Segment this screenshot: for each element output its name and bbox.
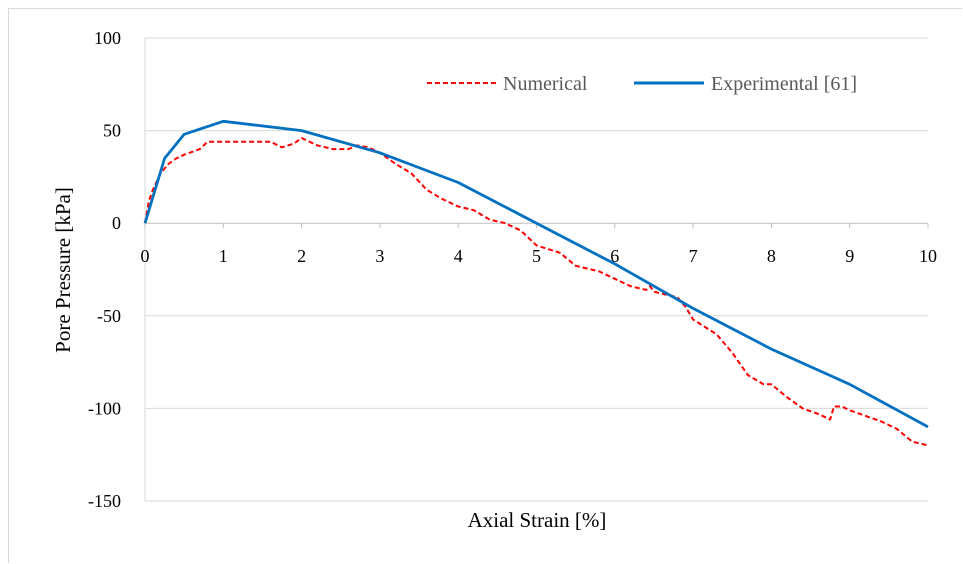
- x-axis-title: Axial Strain [%]: [468, 508, 607, 532]
- series-line-experimental: [143, 119, 929, 429]
- x-tick-label: 4: [454, 246, 463, 266]
- legend: Numerical Experimental [61]: [427, 73, 857, 95]
- series-lines: [143, 119, 929, 447]
- y-tick-label: 100: [94, 28, 121, 48]
- legend-label-experimental: Experimental [61]: [711, 73, 857, 95]
- x-tick-label: 7: [689, 246, 698, 266]
- legend-label-numerical: Numerical: [503, 73, 588, 95]
- x-tick-label: 8: [767, 246, 776, 266]
- x-tick-label: 10: [919, 246, 937, 266]
- series-line-numerical: [144, 137, 929, 447]
- x-tick-label: 1: [219, 246, 228, 266]
- y-tick-label: 50: [103, 121, 121, 141]
- axes: [144, 38, 929, 501]
- gridlines: [145, 37, 928, 502]
- x-tick-label: 2: [297, 246, 306, 266]
- x-tick-label: 3: [375, 246, 384, 266]
- y-tick-label: -50: [97, 306, 121, 326]
- x-tick-label: 5: [532, 246, 541, 266]
- y-tick-label: 0: [112, 213, 121, 233]
- x-tick-label: 6: [610, 246, 619, 266]
- x-tick-label: 0: [141, 246, 150, 266]
- tick-labels: -150 -100 -50 0 50 100 0 1 2 3 4 5 6 7 8 9 10: [88, 28, 937, 511]
- y-tick-label: -150: [88, 491, 121, 511]
- y-tick-label: -100: [88, 398, 121, 418]
- chart-frame: [8, 8, 962, 563]
- x-tick-label: 9: [845, 246, 854, 266]
- y-axis-title: Pore Pressure [kPa]: [51, 187, 75, 353]
